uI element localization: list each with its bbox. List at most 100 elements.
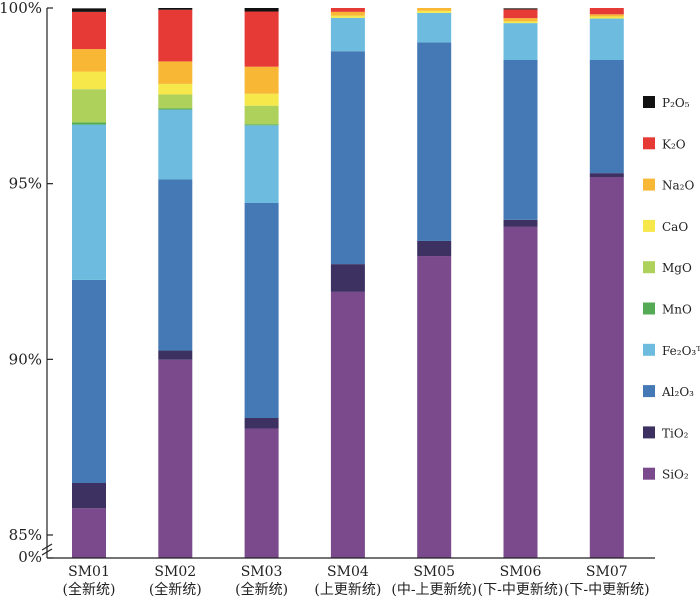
x-label-sm03: SM03 xyxy=(241,564,283,580)
legend-swatch-3 xyxy=(643,385,655,398)
legend-label-10: P₂O₅ xyxy=(662,96,690,110)
legend-label-9: K₂O xyxy=(662,137,686,151)
bar-segment-sm02-5 xyxy=(158,108,193,110)
bar-segment-sm01-3 xyxy=(72,279,106,483)
bar-segment-sm01-7 xyxy=(72,71,106,90)
bar-segment-sm04-7 xyxy=(330,15,365,18)
bar-segment-sm06-1 xyxy=(503,226,538,558)
bar-segment-sm06-7 xyxy=(503,21,538,24)
bar-segment-sm01-2 xyxy=(72,483,106,509)
legend-swatch-1 xyxy=(643,467,655,480)
legend-label-3: Al₂O₃ xyxy=(661,385,694,399)
legend-label-4: Fe₂O₃ᵀ xyxy=(662,344,700,358)
bar-segment-sm03-9 xyxy=(244,11,279,67)
bar-segment-sm02-2 xyxy=(158,350,193,360)
bar-segment-sm06-3 xyxy=(503,60,538,220)
x-label-sm06: SM06 xyxy=(500,564,542,580)
bar-segment-sm01-1 xyxy=(72,508,106,558)
x-label-sm01: SM01 xyxy=(68,564,110,580)
bar-segment-sm02-7 xyxy=(158,83,193,95)
category-labels: SM01(全新统)SM02(全新统)SM03(全新统)SM04(上更新统)SM0… xyxy=(63,564,650,597)
y-tick-label-base: 0% xyxy=(18,548,42,566)
x-label-sm04: SM04 xyxy=(327,564,369,580)
bar-segment-sm02-1 xyxy=(158,359,193,558)
legend-swatch-2 xyxy=(643,426,655,439)
x-sublabel-sm06: (下-中更新统) xyxy=(478,582,564,597)
x-sublabel-sm07: (下-中更新统) xyxy=(564,582,650,597)
bar-segment-sm02-8 xyxy=(158,61,193,84)
bar-segment-sm03-10 xyxy=(244,8,279,12)
bar-segment-sm02-4 xyxy=(158,109,193,180)
legend-swatch-8 xyxy=(643,178,655,191)
bar-segment-sm05-4 xyxy=(417,12,452,43)
bar-segment-sm03-7 xyxy=(244,93,279,106)
bar-segment-sm07-1 xyxy=(589,176,624,559)
bar-segment-sm03-3 xyxy=(244,202,279,419)
legend-swatch-4 xyxy=(643,343,655,356)
bars-layer xyxy=(72,8,624,559)
x-sublabel-sm03: (全新统) xyxy=(235,581,288,597)
bar-segment-sm06-2 xyxy=(503,219,538,227)
bar-segment-sm04-1 xyxy=(330,291,365,558)
x-sublabel-sm02: (全新统) xyxy=(149,581,202,597)
bar-segment-sm07-4 xyxy=(589,18,624,60)
x-label-sm07: SM07 xyxy=(586,564,628,580)
bar-segment-sm04-9 xyxy=(330,8,365,12)
y-tick-label-90: 90% xyxy=(9,350,42,368)
legend-label-7: CaO xyxy=(662,220,688,234)
bar-segment-sm07-7 xyxy=(589,16,624,19)
bar-segment-sm03-4 xyxy=(244,125,279,203)
bar-segment-sm02-10 xyxy=(158,8,193,10)
legend-swatch-9 xyxy=(643,137,655,150)
axes-layer: 85% 90% 95% 100% 0% xyxy=(0,0,655,566)
bar-segment-sm07-8 xyxy=(589,14,624,17)
legend-label-5: MnO xyxy=(662,303,692,317)
bar-segment-sm04-4 xyxy=(330,17,365,52)
bar-segment-sm03-1 xyxy=(244,428,279,558)
x-sublabel-sm01: (全新统) xyxy=(63,581,116,597)
bar-segment-sm04-3 xyxy=(330,51,365,265)
y-tick-label-95: 95% xyxy=(9,175,42,193)
bar-segment-sm04-8 xyxy=(330,11,365,16)
bar-segment-sm05-3 xyxy=(417,42,452,241)
bar-segment-sm02-3 xyxy=(158,179,193,351)
bar-segment-sm01-9 xyxy=(72,11,106,50)
axis-break-mark-2 xyxy=(41,548,53,556)
x-sublabel-sm04: (上更新统) xyxy=(314,582,381,597)
bar-segment-sm04-2 xyxy=(330,264,365,292)
bar-segment-sm01-4 xyxy=(72,124,106,280)
bar-segment-sm06-4 xyxy=(503,23,538,60)
bar-segment-sm03-6 xyxy=(244,105,279,125)
bar-segment-sm05-7 xyxy=(417,10,452,13)
bar-segment-sm02-9 xyxy=(158,9,193,62)
bar-segment-sm06-9 xyxy=(503,9,538,19)
bar-segment-sm06-8 xyxy=(503,18,538,22)
bar-segment-sm03-5 xyxy=(244,124,279,126)
legend-swatch-6 xyxy=(643,261,655,274)
axis-break-mark-1 xyxy=(41,543,53,551)
legend-label-8: Na₂O xyxy=(662,179,694,193)
y-tick-label-85: 85% xyxy=(9,526,42,544)
bar-segment-sm05-2 xyxy=(417,240,452,257)
bar-segment-sm03-8 xyxy=(244,66,279,94)
bar-segment-sm01-8 xyxy=(72,49,106,72)
y-tick-label-100: 100% xyxy=(0,0,42,17)
bar-segment-sm01-6 xyxy=(72,89,106,123)
legend-label-6: MgO xyxy=(662,261,692,275)
bar-segment-sm05-8 xyxy=(417,8,452,11)
legend: P₂O₅ K₂O Na₂O CaO MgO MnO Fe₂O₃ᵀ Al₂O₃ TiO₂ SiO₂ xyxy=(643,96,700,482)
bar-segment-sm07-9 xyxy=(589,8,624,15)
bar-segment-sm07-3 xyxy=(589,60,624,174)
bar-segment-sm06-10 xyxy=(503,8,538,10)
x-sublabel-sm05: (中-上更新统) xyxy=(391,582,477,597)
legend-swatch-10 xyxy=(643,96,655,108)
x-label-sm05: SM05 xyxy=(413,564,455,580)
bar-segment-sm05-1 xyxy=(417,256,452,558)
bar-segment-sm02-6 xyxy=(158,94,193,109)
bar-segment-sm01-5 xyxy=(72,122,106,125)
bar-segment-sm03-2 xyxy=(244,418,279,429)
x-label-sm02: SM02 xyxy=(154,564,196,580)
bar-segment-sm01-10 xyxy=(72,8,106,12)
